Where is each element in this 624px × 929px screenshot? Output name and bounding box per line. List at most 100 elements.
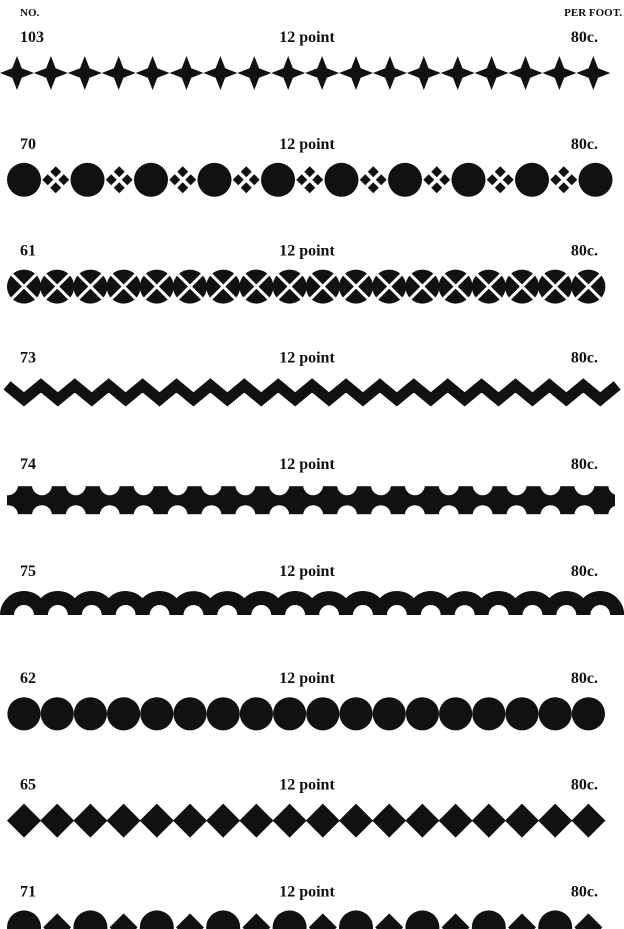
- price: 80c.: [571, 349, 598, 366]
- diamond: [566, 174, 578, 186]
- notch: [235, 475, 256, 496]
- circle: [324, 162, 359, 197]
- diamond: [50, 182, 62, 194]
- point-size: 12 point: [279, 456, 335, 473]
- point-size: 12 point: [279, 349, 335, 366]
- price: 80c.: [571, 29, 598, 46]
- cross: [77, 273, 104, 300]
- point-size: 12 point: [279, 563, 335, 580]
- diamond: [494, 182, 506, 194]
- diamond: [248, 174, 260, 186]
- diamond: [423, 174, 435, 186]
- diamond: [438, 803, 473, 838]
- circle: [505, 697, 539, 731]
- diamond: [121, 174, 133, 186]
- diamond: [240, 182, 252, 194]
- cross: [243, 273, 270, 300]
- notch: [303, 505, 324, 526]
- notch: [540, 475, 561, 496]
- diamond: [471, 803, 506, 838]
- circle: [70, 162, 105, 197]
- notch: [370, 505, 391, 526]
- notch: [167, 475, 188, 496]
- cross: [176, 273, 204, 300]
- star: [406, 56, 441, 90]
- price: 80c.: [571, 563, 598, 580]
- cross: [508, 273, 536, 300]
- notch: [99, 475, 120, 496]
- diamond: [58, 174, 70, 186]
- diamond: [73, 803, 108, 838]
- star: [339, 56, 373, 90]
- diamond: [305, 803, 340, 838]
- cross: [10, 273, 38, 300]
- star: [508, 56, 543, 90]
- notch: [0, 475, 19, 496]
- ornament-border: [3, 378, 621, 407]
- circle: [578, 162, 613, 197]
- ornament-number: 62: [20, 670, 36, 687]
- ornament-border: [0, 475, 624, 526]
- notch: [404, 505, 425, 526]
- diamond: [106, 803, 141, 838]
- ornament-number: 71: [20, 883, 36, 900]
- point-size: 12 point: [279, 777, 335, 794]
- price: 80c.: [571, 243, 598, 260]
- notch: [65, 475, 86, 496]
- circle: [538, 697, 572, 731]
- diamond: [312, 174, 324, 186]
- star: [203, 56, 238, 90]
- circle: [388, 162, 422, 197]
- ornament-border: [7, 697, 606, 731]
- diamond: [7, 803, 41, 838]
- cross: [442, 273, 469, 300]
- diamond: [240, 166, 252, 178]
- diamond: [206, 803, 241, 838]
- point-size: 12 point: [279, 29, 335, 46]
- notch: [337, 505, 358, 526]
- cross: [210, 273, 237, 300]
- circle: [140, 697, 174, 731]
- diamond: [185, 174, 197, 186]
- star: [101, 56, 136, 90]
- circle: [272, 910, 307, 929]
- diamond: [113, 182, 125, 194]
- cross: [475, 273, 502, 300]
- notch: [31, 475, 52, 496]
- circle: [451, 162, 486, 197]
- diamond: [375, 913, 404, 929]
- circle: [73, 910, 108, 929]
- circle: [206, 697, 240, 731]
- cross: [110, 273, 137, 300]
- diamond: [177, 182, 189, 194]
- point-size: 12 point: [279, 883, 335, 900]
- cross: [276, 273, 303, 300]
- diamond: [359, 174, 371, 186]
- star: [67, 56, 102, 90]
- diamond: [308, 913, 337, 929]
- circle: [405, 697, 439, 731]
- diamond: [50, 166, 62, 178]
- cross: [143, 273, 170, 300]
- star: [576, 56, 611, 90]
- price: 80c.: [571, 670, 598, 687]
- diamond: [272, 803, 307, 838]
- diamond: [538, 803, 573, 838]
- notch: [269, 505, 290, 526]
- star: [237, 56, 272, 90]
- cross: [575, 273, 602, 300]
- circle: [439, 697, 473, 731]
- star: [33, 56, 68, 90]
- diamond: [558, 182, 570, 194]
- number-header: NO.: [20, 7, 40, 19]
- notch: [269, 475, 290, 496]
- diamond: [296, 174, 308, 186]
- notch: [438, 475, 459, 496]
- circle: [571, 697, 606, 731]
- ornament-border: [7, 162, 613, 197]
- circle: [273, 697, 307, 731]
- circle: [173, 697, 207, 731]
- diamond: [505, 803, 539, 838]
- notch: [133, 475, 154, 496]
- ornament-number: 65: [20, 777, 36, 794]
